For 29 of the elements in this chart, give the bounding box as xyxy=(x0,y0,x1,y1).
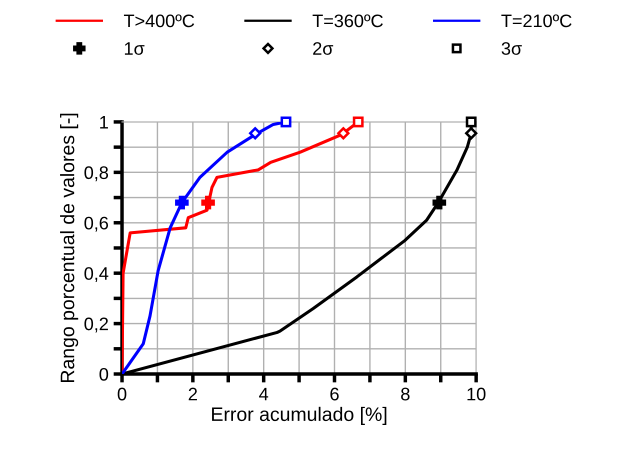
point xyxy=(432,196,446,210)
legend-label: 3σ xyxy=(502,42,522,55)
point xyxy=(280,116,292,128)
x-tick-label: 2 xyxy=(188,388,197,400)
y-tick-label: 0,2 xyxy=(84,318,108,332)
x-tick-label: 0 xyxy=(118,388,126,400)
legend-label: 2σ xyxy=(313,42,334,55)
point xyxy=(337,127,350,140)
point xyxy=(249,127,262,140)
point xyxy=(466,116,477,128)
point xyxy=(352,116,364,128)
y-tick-label: 1 xyxy=(100,116,108,128)
point xyxy=(465,127,478,140)
y-tick-label: 0 xyxy=(99,368,108,381)
x-tick-label: 6 xyxy=(330,388,339,400)
y-axis-title: Rango porcentual de valores [-] xyxy=(60,114,78,382)
y-tick-label: 0,6 xyxy=(84,216,108,232)
legend-label: T>400ºC xyxy=(124,14,194,28)
y-tick-label: 0,4 xyxy=(84,267,108,282)
x-tick-label: 8 xyxy=(401,388,410,400)
point xyxy=(175,196,189,210)
y-tick-label: 0,8 xyxy=(84,166,108,182)
legend-label: T=360ºC xyxy=(312,14,383,28)
x-tick-label: 10 xyxy=(467,388,486,400)
legend-label: T=210ºC xyxy=(501,14,572,28)
x-axis-title: Error acumulado [%] xyxy=(212,406,386,425)
point xyxy=(201,196,215,210)
legend-label: 1σ xyxy=(124,42,144,55)
x-tick-label: 4 xyxy=(259,388,268,400)
